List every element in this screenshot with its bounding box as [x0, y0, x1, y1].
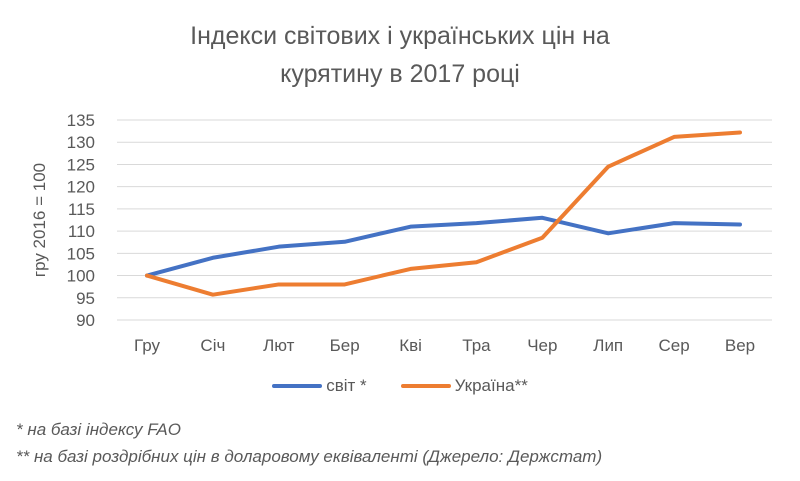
data-point-0-7: [607, 232, 609, 234]
y-axis-label: гру 2016 = 100: [30, 163, 49, 277]
footnote-fao: * на базі індексу FAO: [16, 420, 181, 439]
data-point-0-8: [673, 222, 675, 224]
data-point-1-8: [673, 136, 675, 138]
legend-item-world: світ *: [272, 376, 367, 396]
x-tick-label: Чер: [527, 336, 557, 355]
data-point-1-1: [212, 294, 214, 296]
data-point-0-5: [475, 222, 477, 224]
y-tick-label: 135: [67, 111, 95, 130]
legend-swatch-world: [272, 384, 323, 388]
x-tick-label: Лют: [263, 336, 295, 355]
data-point-1-5: [475, 261, 477, 263]
y-tick-label: 125: [67, 155, 95, 174]
data-point-0-1: [212, 257, 214, 259]
y-tick-label: 130: [67, 133, 95, 152]
data-point-0-9: [739, 223, 741, 225]
data-point-0-2: [278, 246, 280, 248]
legend: світ * Україна**: [0, 376, 800, 396]
chart-title-line-2: курятину в 2017 році: [280, 60, 520, 88]
data-point-1-4: [410, 268, 412, 270]
y-tick-label: 90: [76, 311, 95, 330]
gridlines: [117, 119, 772, 321]
footnote-source: ** на базі роздрібних цін в доларовому е…: [16, 447, 603, 466]
data-point-1-0: [146, 275, 148, 277]
data-point-1-3: [344, 283, 346, 285]
x-axis-ticks: Гру Січ Лют Бер Кві Тра Чер Лип Сер Вер: [134, 336, 755, 355]
y-tick-label: 115: [68, 200, 95, 219]
chart-title-line-1: Індекси світових і українських цін на: [190, 22, 610, 50]
y-tick-label: 100: [67, 267, 95, 286]
legend-swatch-ukraine: [400, 384, 451, 388]
x-tick-label: Січ: [200, 336, 225, 355]
data-point-1-2: [278, 283, 280, 285]
x-tick-label: Сер: [659, 336, 690, 355]
y-axis-ticks: 90 95 100 105 110 115 120 125 130 135: [67, 111, 95, 330]
legend-item-ukraine: Україна**: [400, 376, 528, 396]
x-tick-label: Тра: [462, 336, 491, 355]
x-tick-label: Кві: [399, 336, 422, 355]
data-point-1-7: [607, 166, 609, 168]
data-point-1-6: [541, 237, 543, 239]
legend-label-ukraine: Україна**: [454, 376, 528, 395]
x-tick-label: Вер: [725, 336, 755, 355]
series-line-0: [145, 215, 742, 278]
y-tick-label: 105: [67, 244, 95, 263]
x-tick-label: Гру: [134, 336, 161, 355]
y-tick-label: 95: [76, 289, 95, 308]
legend-label-world: світ *: [326, 376, 367, 395]
data-point-0-4: [410, 226, 412, 228]
data-point-1-9: [739, 131, 741, 133]
data-point-0-3: [344, 241, 346, 243]
x-tick-label: Бер: [330, 336, 360, 355]
x-tick-label: Лип: [593, 336, 623, 355]
data-point-0-6: [541, 217, 543, 219]
series-line-1: [145, 130, 742, 297]
y-tick-label: 110: [68, 222, 95, 241]
y-tick-label: 120: [67, 178, 95, 197]
series-lines: [145, 130, 742, 297]
